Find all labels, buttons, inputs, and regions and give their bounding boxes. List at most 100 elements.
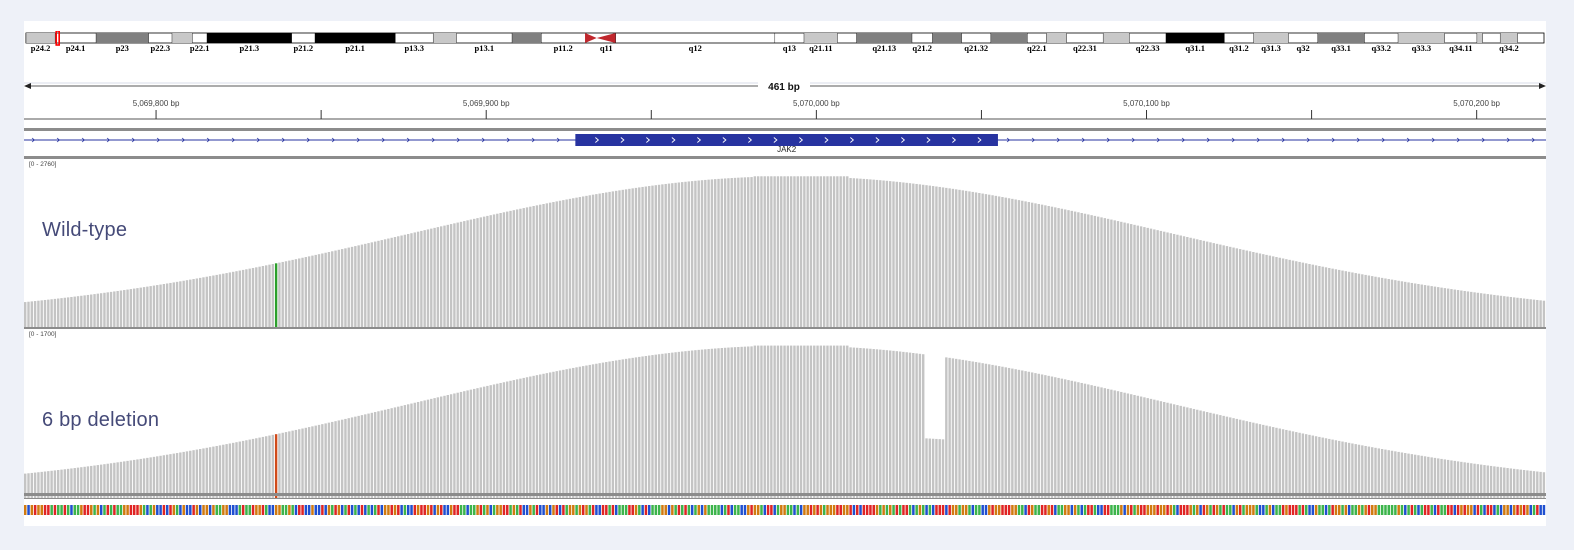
coverage-bar — [1394, 451, 1397, 499]
reference-base — [813, 505, 816, 515]
coverage-bar — [436, 227, 440, 327]
coverage-bar — [710, 348, 714, 499]
coverage-bar — [116, 462, 119, 499]
coverage-bar — [1067, 210, 1070, 327]
reference-base — [912, 505, 915, 515]
reference-base — [1258, 505, 1262, 515]
reference-base — [1229, 505, 1232, 515]
reference-base — [291, 505, 294, 515]
coverage-bar — [86, 294, 90, 327]
reference-base — [1040, 505, 1044, 515]
reference-base — [542, 505, 545, 515]
reference-base — [1245, 505, 1249, 515]
coverage-bar — [1265, 254, 1268, 327]
coverage-track-6bp-deletion[interactable]: [0 - 1700] — [24, 329, 1546, 501]
coverage-bar — [172, 282, 175, 327]
coverage-bar — [123, 461, 126, 499]
reference-base — [1196, 505, 1199, 515]
reference-base — [710, 505, 714, 515]
reference-base — [314, 505, 318, 515]
reference-base — [1489, 505, 1493, 515]
reference-base — [53, 505, 57, 515]
coverage-bar — [496, 213, 499, 327]
coverage-bar — [1324, 438, 1328, 499]
coverage-bar — [624, 358, 628, 499]
reference-base — [367, 505, 370, 515]
coverage-bar — [512, 210, 516, 327]
coverage-bar — [142, 458, 146, 499]
reference-base — [57, 505, 60, 515]
reference-base — [1050, 505, 1054, 515]
reference-base — [1314, 505, 1318, 515]
coverage-bar — [1163, 401, 1166, 499]
coverage-bar — [1536, 471, 1539, 499]
coverage-bar — [1400, 281, 1404, 327]
reference-base — [373, 505, 377, 515]
strand-arrow — [1281, 137, 1286, 143]
coverage-bar — [423, 230, 426, 327]
coverage-bar — [1232, 418, 1235, 499]
coverage-bar — [997, 196, 1001, 327]
coverage-bar — [822, 345, 826, 499]
reference-base — [1004, 505, 1008, 515]
reference-base — [925, 505, 928, 515]
reference-base — [651, 505, 654, 515]
reference-base — [430, 505, 433, 515]
coverage-bar — [50, 299, 53, 327]
coverage-bar — [1027, 202, 1031, 327]
strand-arrow — [231, 137, 236, 143]
coverage-bar — [1229, 417, 1232, 499]
coverage-bar — [1509, 468, 1513, 499]
reference-base — [935, 505, 938, 515]
reference-base — [780, 505, 783, 515]
coverage-bar — [430, 228, 433, 327]
coverage-bar — [938, 439, 941, 499]
genomic-ruler[interactable]: 461 bp5,069,800 bp 5,069,900 bp 5,070,000 … — [24, 73, 1546, 133]
coverage-bar — [1522, 470, 1526, 499]
coverage-bar — [1156, 400, 1159, 499]
coverage-bar — [1063, 379, 1067, 499]
coverage-bar — [198, 449, 202, 499]
coverage-bar — [1225, 246, 1229, 327]
reference-base — [426, 505, 430, 515]
coverage-bar — [453, 223, 456, 327]
coverage-bar — [403, 234, 407, 327]
coverage-bar — [727, 178, 730, 327]
coverage-bar — [1301, 262, 1305, 327]
coverage-bar — [961, 359, 965, 499]
coverage-bar — [1361, 445, 1364, 499]
exon-strand-arrow — [722, 137, 727, 143]
coverage-bar — [591, 364, 595, 499]
coverage-bar — [1166, 232, 1169, 327]
ideogram-band — [433, 33, 457, 43]
coverage-bar — [1351, 272, 1354, 327]
coverage-bar — [723, 347, 727, 499]
reference-base — [502, 505, 506, 515]
coverage-bar — [90, 294, 93, 327]
track-separator — [24, 498, 1546, 499]
reference-sequence-track[interactable] — [24, 501, 1546, 521]
gene-track-jak2[interactable]: JAK2 — [24, 127, 1546, 159]
coverage-bar — [156, 456, 159, 499]
coverage-bar — [608, 361, 611, 499]
reference-base — [1057, 505, 1060, 515]
chromosome-ideogram[interactable]: p24.2 p24.1 p23 p22.3 p22.1 p21.3 p21.2 p21.1 p1… — [24, 31, 1546, 53]
coverage-bar — [515, 379, 519, 499]
coverage-bar — [248, 439, 251, 499]
coverage-bar — [918, 184, 922, 327]
coverage-bar — [1106, 218, 1110, 327]
exon-strand-arrow — [799, 137, 804, 143]
coverage-bar — [991, 364, 994, 499]
coverage-bar — [955, 358, 958, 499]
coverage-bar — [459, 391, 463, 499]
coverage-bar — [1268, 255, 1272, 327]
coverage-track-wild-type[interactable]: [0 - 2760] — [24, 159, 1546, 329]
coverage-bar — [1516, 297, 1519, 327]
coverage-bar — [723, 178, 727, 327]
coverage-bar — [1377, 448, 1381, 499]
coverage-bar — [558, 200, 562, 327]
coverage-bar — [492, 214, 496, 327]
coverage-bar — [139, 287, 142, 327]
coverage-bar — [1512, 468, 1516, 499]
coverage-bar — [274, 434, 278, 499]
